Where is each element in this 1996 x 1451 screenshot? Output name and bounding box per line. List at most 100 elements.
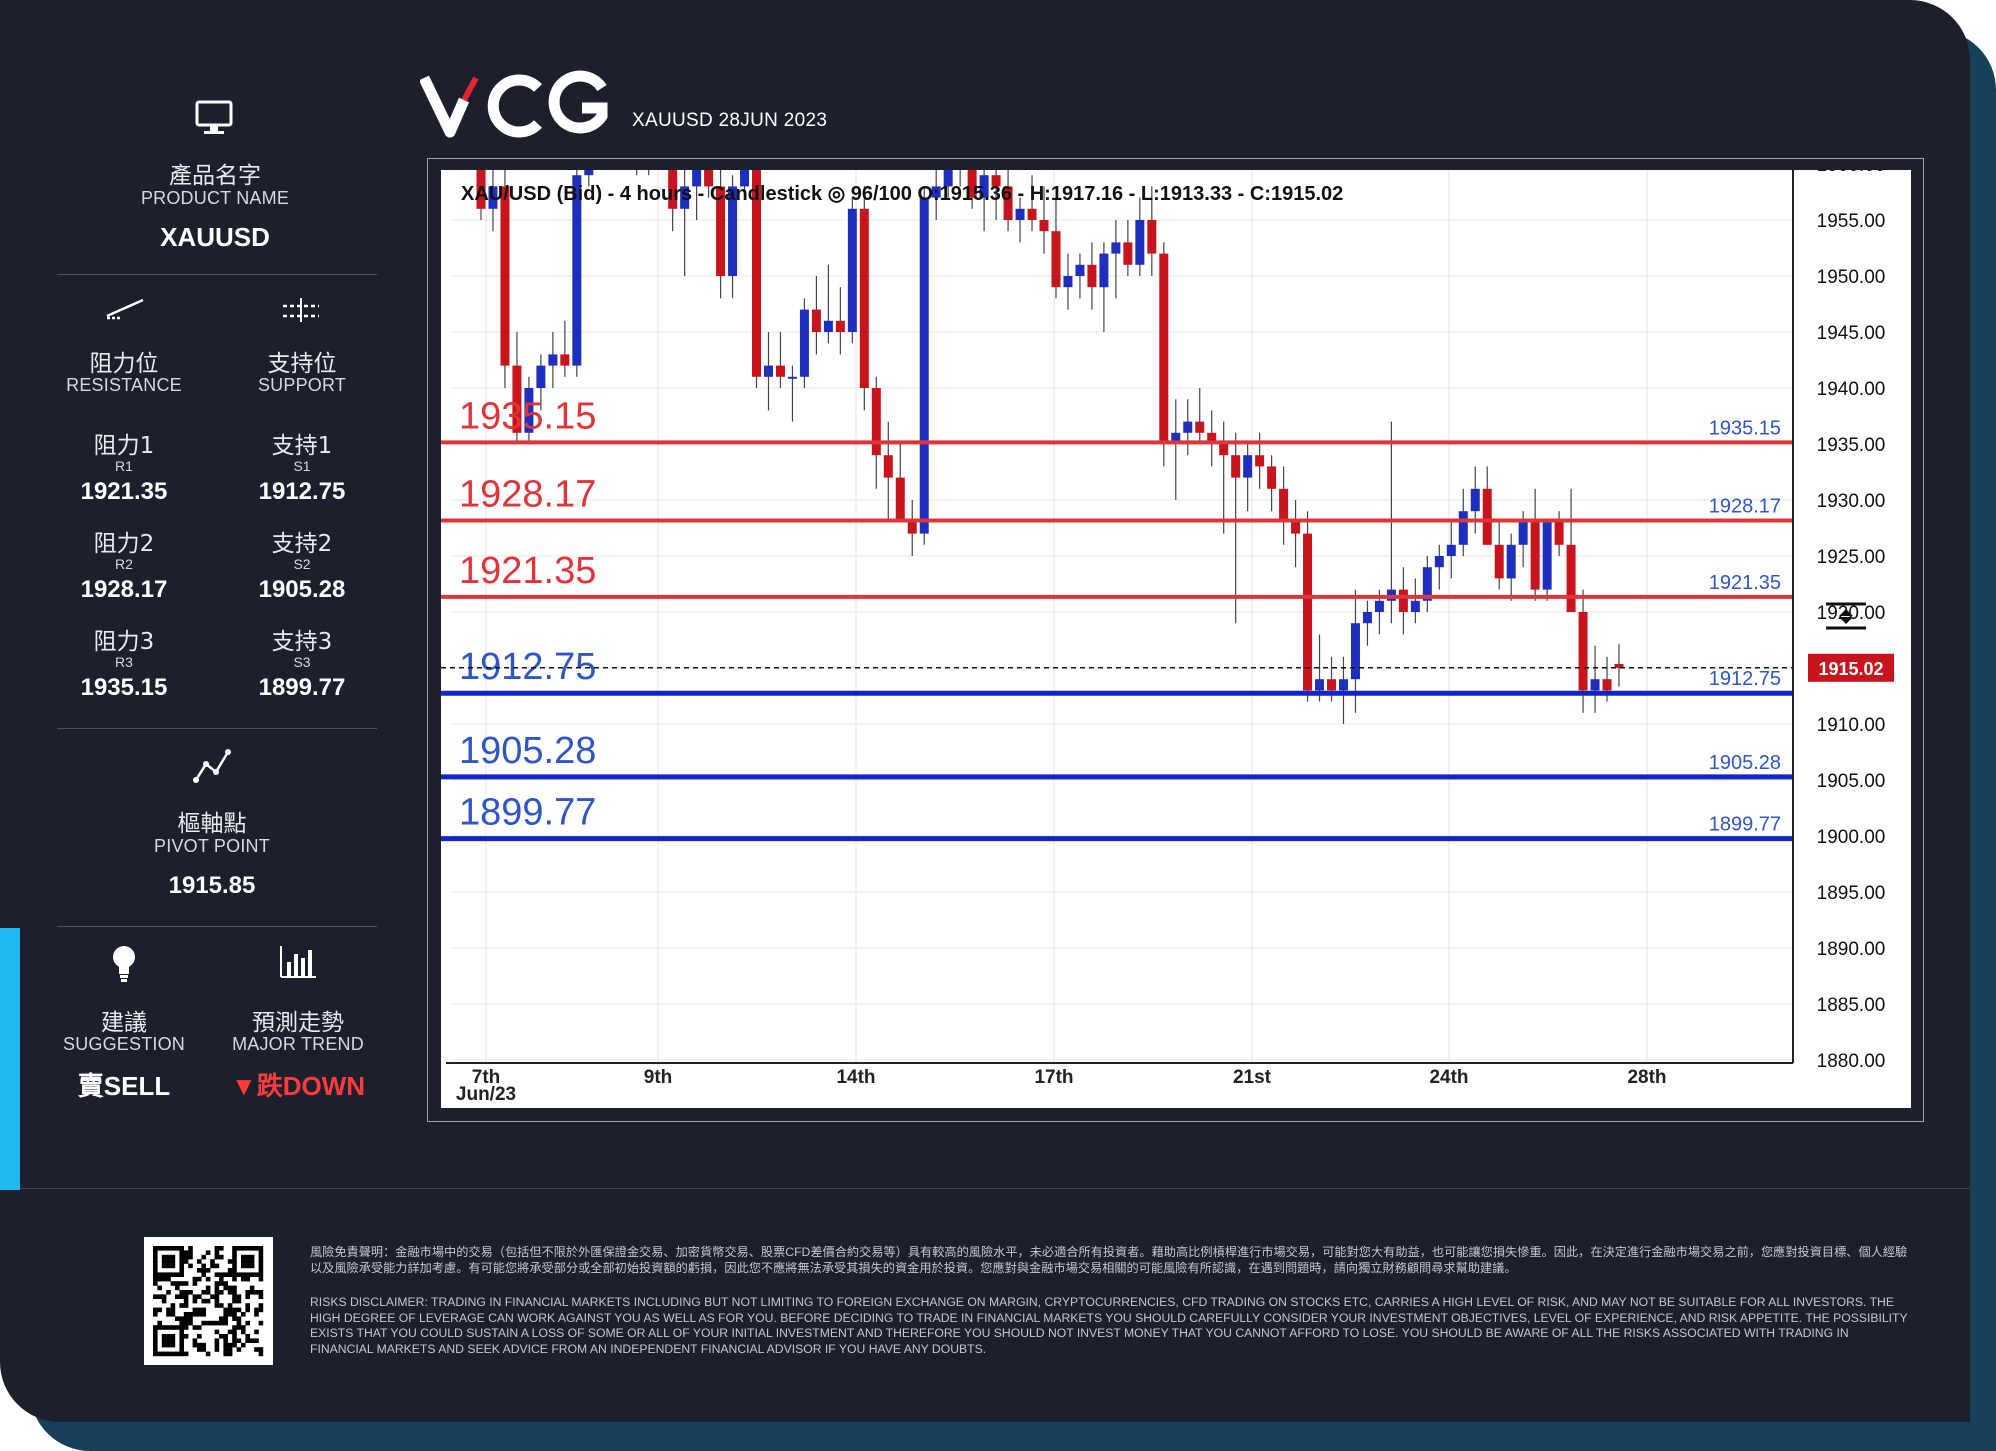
qr-module bbox=[197, 1268, 202, 1273]
price-chart[interactable]: 1935.15 1935.15 1928.17 1928.17 1921.35 1921.… bbox=[441, 170, 1911, 1108]
candle-body bbox=[1039, 220, 1049, 232]
qr-module bbox=[170, 1351, 176, 1357]
qr-module bbox=[153, 1351, 158, 1357]
candle-body bbox=[1183, 421, 1193, 433]
qr-module bbox=[161, 1342, 167, 1348]
y-tick-label: 1940.00 bbox=[1817, 379, 1886, 400]
r1-value: 1921.35 bbox=[80, 478, 168, 505]
qr-module bbox=[258, 1307, 264, 1313]
r2-value: 1928.17 bbox=[80, 576, 168, 603]
qr-module bbox=[183, 1325, 189, 1330]
s1-value: 1912.75 bbox=[258, 478, 346, 505]
qr-module bbox=[197, 1259, 202, 1264]
qr-module bbox=[166, 1351, 171, 1357]
qr-module bbox=[223, 1338, 228, 1343]
qr-code[interactable] bbox=[144, 1237, 273, 1365]
qr-module bbox=[249, 1254, 255, 1260]
candle-body bbox=[1075, 264, 1085, 276]
candle-body bbox=[1315, 679, 1325, 691]
qr-module bbox=[157, 1246, 162, 1251]
candle-body bbox=[1087, 264, 1097, 288]
candle-body bbox=[1482, 488, 1492, 545]
qr-module bbox=[166, 1334, 171, 1339]
qr-module bbox=[227, 1285, 233, 1291]
bar-chart-icon bbox=[280, 946, 316, 978]
qr-module bbox=[232, 1338, 237, 1343]
qr-module bbox=[179, 1281, 184, 1286]
qr-module bbox=[241, 1342, 246, 1348]
qr-module bbox=[223, 1334, 228, 1339]
qr-module bbox=[188, 1290, 193, 1295]
candle-body bbox=[1374, 600, 1384, 612]
qr-module bbox=[183, 1298, 189, 1304]
candle-body bbox=[1051, 231, 1061, 288]
candle-body bbox=[1602, 679, 1612, 691]
qr-module bbox=[236, 1325, 242, 1330]
qr-module bbox=[175, 1316, 180, 1321]
qr-module bbox=[153, 1259, 158, 1264]
qr-module bbox=[249, 1246, 255, 1251]
qr-module bbox=[214, 1320, 220, 1326]
qr-module bbox=[153, 1294, 158, 1299]
qr-module bbox=[153, 1276, 158, 1282]
qr-module bbox=[254, 1338, 259, 1343]
qr-module bbox=[210, 1263, 215, 1269]
candle-body bbox=[943, 170, 953, 187]
qr-module bbox=[249, 1285, 255, 1291]
disclaimer-en: RISKS DISCLAIMER: TRADING IN FINANCIAL M… bbox=[310, 1295, 1908, 1356]
x-tick-label: 28th bbox=[1627, 1067, 1666, 1088]
candle-body bbox=[1243, 455, 1253, 478]
qr-module bbox=[223, 1281, 228, 1286]
qr-module bbox=[153, 1250, 158, 1255]
candle-body bbox=[1422, 567, 1432, 601]
candle-body bbox=[835, 320, 845, 332]
s1-code: S1 bbox=[293, 458, 311, 474]
qr-module bbox=[254, 1312, 259, 1317]
qr-module bbox=[170, 1312, 176, 1317]
candle-body bbox=[1506, 544, 1516, 579]
qr-module bbox=[183, 1290, 189, 1295]
r1-label-zh: 阻力1 bbox=[93, 433, 155, 459]
scale-handle-icon bbox=[1839, 609, 1853, 624]
qr-module bbox=[166, 1246, 171, 1251]
candle-body bbox=[1458, 511, 1468, 545]
candle-body bbox=[799, 309, 809, 377]
qr-module bbox=[232, 1254, 237, 1260]
qr-module bbox=[170, 1254, 176, 1260]
qr-module bbox=[232, 1298, 237, 1304]
qr-module bbox=[153, 1347, 158, 1352]
qr-module bbox=[179, 1351, 184, 1357]
qr-module bbox=[219, 1246, 224, 1251]
support-label-right: 1912.75 bbox=[1709, 668, 1781, 690]
qr-module bbox=[258, 1276, 264, 1282]
accent-strip bbox=[0, 928, 20, 1190]
qr-module bbox=[161, 1246, 167, 1251]
qr-module bbox=[179, 1325, 184, 1330]
qr-module bbox=[161, 1334, 167, 1339]
qr-module bbox=[157, 1307, 162, 1313]
trend-value: ▼跌DOWN bbox=[230, 1071, 366, 1101]
candle-body bbox=[1063, 276, 1073, 288]
qr-module bbox=[170, 1263, 176, 1269]
qr-module bbox=[166, 1290, 171, 1295]
qr-module bbox=[205, 1250, 211, 1255]
support-label-right: 1899.77 bbox=[1709, 814, 1781, 836]
candle-body bbox=[979, 175, 989, 198]
qr-module bbox=[219, 1320, 224, 1326]
candle-body bbox=[668, 170, 678, 209]
qr-module bbox=[241, 1254, 246, 1260]
candle-body bbox=[859, 208, 869, 388]
qr-module bbox=[236, 1298, 242, 1304]
candle-body bbox=[1350, 623, 1360, 680]
s2-code: S2 bbox=[293, 556, 311, 572]
qr-module bbox=[249, 1338, 255, 1343]
qr-module bbox=[219, 1276, 224, 1282]
qr-module bbox=[219, 1254, 224, 1260]
qr-module bbox=[201, 1312, 206, 1317]
qr-module bbox=[179, 1342, 184, 1348]
product-name-label-zh: 產品名字 bbox=[169, 163, 261, 189]
qr-module bbox=[179, 1303, 184, 1308]
candle-body bbox=[895, 477, 905, 523]
candle-body bbox=[919, 197, 929, 534]
candle-body bbox=[1135, 220, 1145, 265]
